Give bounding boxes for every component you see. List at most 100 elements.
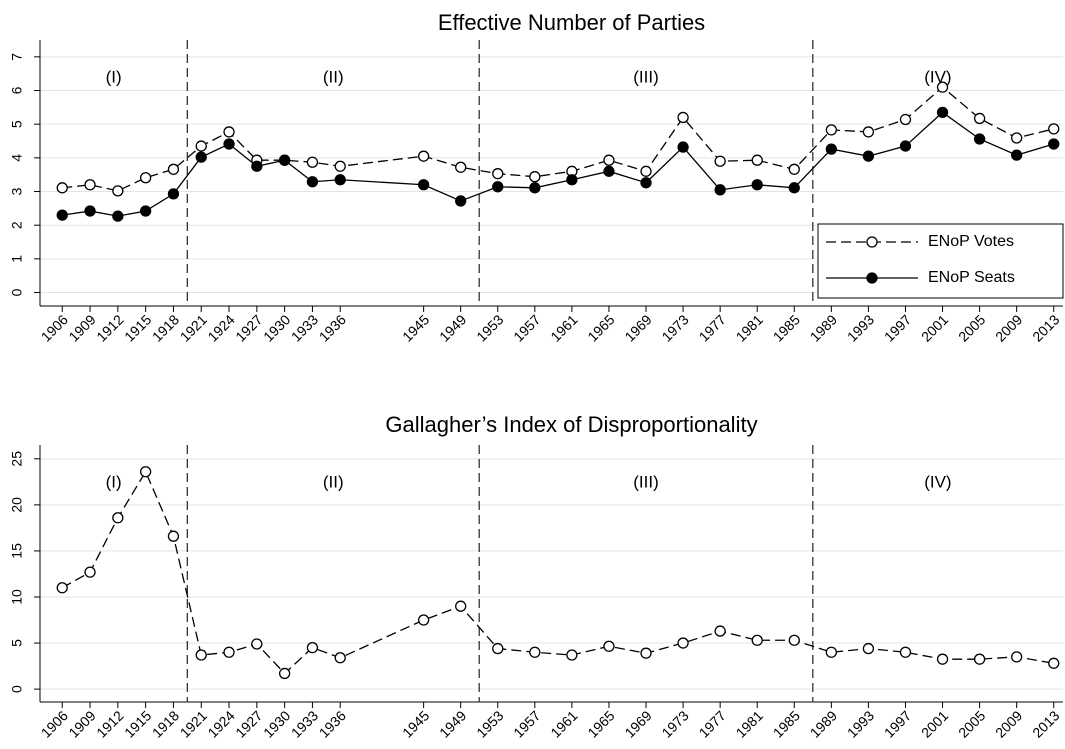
- x-tick-label: 1953: [473, 311, 506, 344]
- marker: [112, 185, 124, 197]
- marker: [84, 566, 96, 578]
- x-tick-label: 1949: [436, 311, 469, 344]
- marker: [751, 179, 763, 191]
- marker: [278, 667, 291, 680]
- x-tick-label: 1997: [881, 311, 914, 344]
- marker: [223, 138, 235, 150]
- x-tick-label: 1949: [436, 707, 469, 740]
- marker: [640, 647, 652, 659]
- x-tick-label: 1961: [547, 311, 580, 344]
- x-tick-label: 1945: [399, 707, 432, 740]
- x-tick-label: 1918: [149, 311, 182, 344]
- period-label: (IV): [924, 67, 951, 86]
- marker: [1048, 123, 1060, 135]
- marker: [139, 466, 152, 478]
- x-tick-label: 1909: [65, 311, 98, 344]
- y-tick-label: 0: [9, 685, 25, 693]
- marker: [417, 614, 430, 626]
- marker: [677, 637, 689, 649]
- marker: [278, 154, 291, 166]
- x-tick-label: 1936: [316, 707, 349, 740]
- y-tick-label: 5: [9, 639, 25, 647]
- x-tick-label: 2009: [992, 707, 1025, 740]
- chart-title: Effective Number of Parties: [438, 10, 705, 35]
- x-tick-label: 1921: [177, 311, 210, 344]
- x-tick-label: 1906: [38, 311, 71, 344]
- marker: [529, 182, 541, 194]
- marker: [788, 163, 800, 175]
- x-tick-label: 1993: [844, 707, 877, 740]
- x-tick-label: 1927: [232, 707, 265, 740]
- period-label: (II): [323, 472, 344, 491]
- x-tick-label: 1915: [121, 707, 154, 740]
- y-tick-label: 5: [9, 120, 25, 128]
- marker: [529, 646, 541, 658]
- y-tick-label: 10: [9, 589, 25, 605]
- marker: [936, 106, 949, 119]
- legend-marker: [866, 236, 878, 248]
- marker: [899, 113, 912, 126]
- marker: [566, 649, 578, 661]
- marker: [139, 205, 152, 217]
- marker: [899, 140, 912, 152]
- x-tick-label: 1981: [733, 707, 766, 740]
- marker: [112, 512, 124, 524]
- marker: [862, 150, 875, 162]
- y-tick-label: 3: [9, 187, 25, 195]
- legend-marker: [866, 272, 878, 284]
- x-tick-label: 1924: [204, 311, 237, 344]
- x-tick-label: 1912: [93, 311, 126, 344]
- legend-label: ENoP Seats: [928, 269, 1015, 286]
- marker: [862, 642, 875, 655]
- y-tick-label: 4: [9, 154, 25, 162]
- marker: [223, 126, 235, 138]
- marker: [334, 652, 346, 664]
- x-tick-label: 1906: [38, 707, 71, 740]
- marker: [751, 634, 763, 646]
- marker: [566, 174, 578, 186]
- marker: [1011, 132, 1023, 144]
- marker: [1048, 657, 1060, 669]
- x-tick-label: 1973: [658, 311, 691, 344]
- x-tick-label: 2001: [918, 311, 951, 344]
- marker: [84, 179, 96, 191]
- marker: [251, 638, 263, 650]
- marker: [417, 179, 430, 191]
- x-tick-label: 1912: [93, 707, 126, 740]
- marker: [334, 160, 346, 172]
- marker: [195, 151, 207, 163]
- marker: [1048, 138, 1060, 150]
- x-tick-label: 1981: [733, 311, 766, 344]
- marker: [714, 625, 726, 637]
- marker: [112, 210, 124, 222]
- y-tick-label: 2: [9, 221, 25, 229]
- marker: [417, 150, 430, 162]
- marker: [640, 165, 652, 177]
- x-tick-label: 1997: [881, 707, 914, 740]
- x-tick-label: 1957: [510, 311, 543, 344]
- marker: [167, 530, 180, 542]
- marker: [167, 188, 180, 200]
- marker: [529, 171, 541, 183]
- marker: [936, 81, 949, 93]
- marker: [492, 181, 504, 193]
- x-tick-label: 1918: [149, 707, 182, 740]
- x-tick-label: 1915: [121, 311, 154, 344]
- x-tick-label: 1961: [547, 707, 580, 740]
- marker: [223, 646, 235, 658]
- x-tick-label: 1957: [510, 707, 543, 740]
- marker: [973, 133, 986, 145]
- marker: [973, 653, 986, 665]
- chart: Effective Number of Parties0123456719061…: [9, 10, 1064, 345]
- marker: [603, 640, 615, 652]
- period-label: (I): [106, 67, 122, 86]
- x-tick-label: 1985: [770, 311, 803, 344]
- marker: [825, 143, 837, 155]
- x-tick-label: 1924: [204, 707, 237, 740]
- marker: [714, 155, 726, 167]
- y-tick-label: 25: [9, 451, 25, 467]
- marker: [334, 174, 346, 186]
- marker: [306, 156, 319, 168]
- marker: [936, 653, 949, 665]
